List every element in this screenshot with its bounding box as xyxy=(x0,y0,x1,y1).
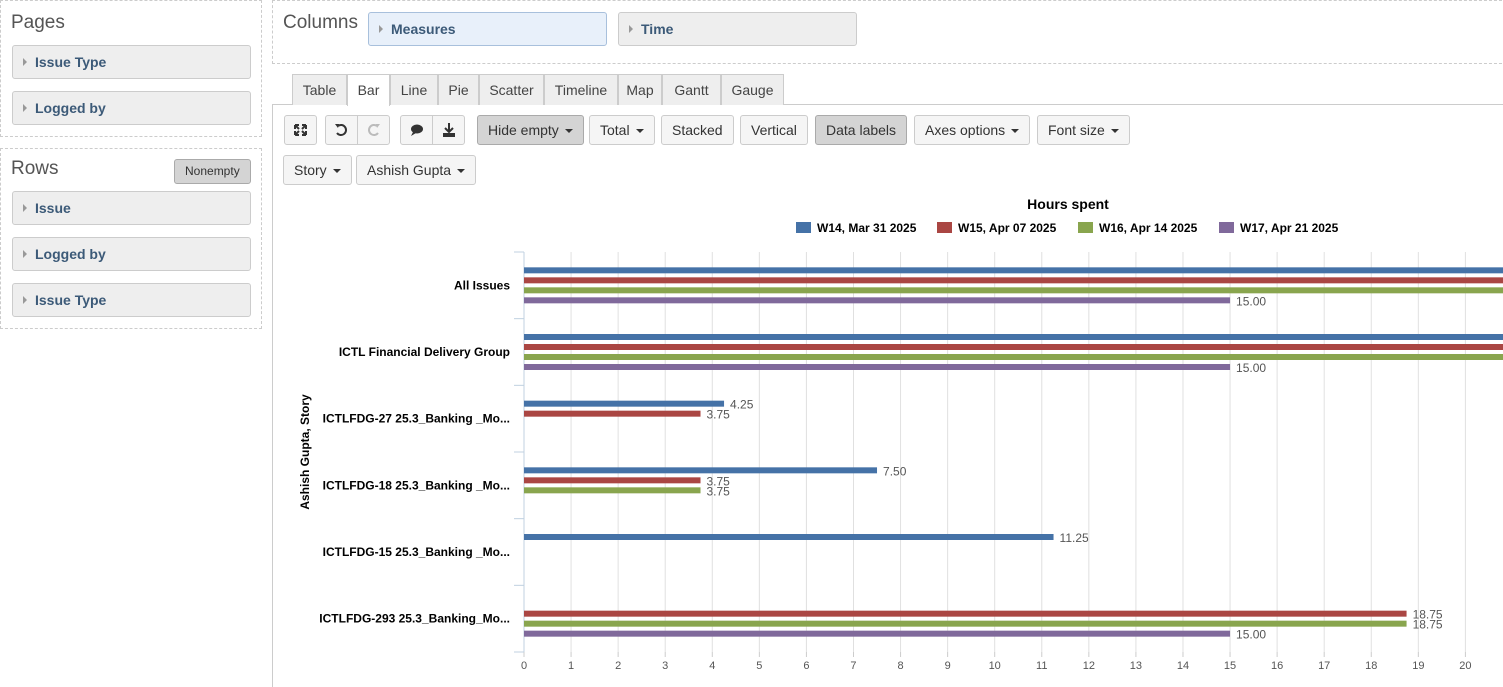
vertical-button[interactable]: Vertical xyxy=(740,115,808,145)
tab[interactable]: Scatter xyxy=(479,74,544,105)
tab[interactable]: Pie xyxy=(438,74,479,105)
comment-button[interactable] xyxy=(400,115,433,145)
tab[interactable]: Gauge xyxy=(721,74,784,105)
pages-title: Pages xyxy=(11,12,65,33)
download-button[interactable] xyxy=(432,115,465,145)
stacked-button[interactable]: Stacked xyxy=(661,115,734,145)
hide-empty-button[interactable]: Hide empty xyxy=(477,115,584,145)
tab[interactable]: Gantt xyxy=(662,74,721,105)
columns-item[interactable]: Measures xyxy=(368,12,607,46)
tab[interactable]: Timeline xyxy=(544,74,618,105)
undo-button[interactable] xyxy=(325,115,358,145)
icon xyxy=(443,123,455,137)
data-labels-button[interactable]: Data labels xyxy=(815,115,908,145)
fullscreen-button[interactable] xyxy=(284,115,317,145)
tab[interactable]: Line xyxy=(390,74,438,105)
rows-title: Rows xyxy=(11,158,59,179)
icon xyxy=(411,124,423,136)
axes-options-button[interactable]: Axes options xyxy=(914,115,1031,145)
rows-item[interactable]: Logged by xyxy=(12,237,251,271)
rows-panel: Rows Nonempty Issue Logged by Issue Type xyxy=(0,148,262,329)
columns-item[interactable]: Time xyxy=(618,12,857,46)
pages-item[interactable]: Logged by xyxy=(12,91,251,125)
rows-item[interactable]: Issue Type xyxy=(12,283,251,317)
columns-panel: Columns Measures Time xyxy=(272,0,1503,64)
icon xyxy=(294,124,307,136)
pages-panel: Pages Issue Type Logged by xyxy=(0,0,262,137)
content-area xyxy=(272,104,1503,687)
filter-button[interactable]: Story xyxy=(283,155,352,185)
pages-item[interactable]: Issue Type xyxy=(12,45,251,79)
font-size-button[interactable]: Font size xyxy=(1037,115,1130,145)
redo-button[interactable] xyxy=(357,115,390,145)
icon xyxy=(335,124,347,136)
tab[interactable]: Bar xyxy=(347,74,390,106)
total-button[interactable]: Total xyxy=(589,115,655,145)
tab[interactable]: Table xyxy=(292,74,347,105)
icon xyxy=(368,124,380,136)
filter-button[interactable]: Ashish Gupta xyxy=(356,155,477,185)
nonempty-button[interactable]: Nonempty xyxy=(174,159,251,184)
tab[interactable]: Map xyxy=(618,74,662,105)
columns-title: Columns xyxy=(283,12,358,33)
rows-item[interactable]: Issue xyxy=(12,191,251,225)
